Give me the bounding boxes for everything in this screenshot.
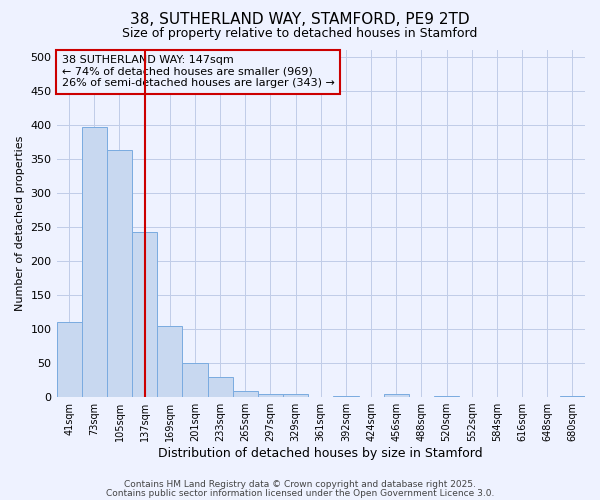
Y-axis label: Number of detached properties: Number of detached properties <box>15 136 25 311</box>
Bar <box>560 396 585 397</box>
Bar <box>258 394 283 397</box>
Bar <box>82 127 107 397</box>
Bar <box>182 363 208 397</box>
X-axis label: Distribution of detached houses by size in Stamford: Distribution of detached houses by size … <box>158 447 483 460</box>
Bar <box>208 376 233 397</box>
Text: Size of property relative to detached houses in Stamford: Size of property relative to detached ho… <box>122 28 478 40</box>
Bar <box>233 391 258 397</box>
Bar <box>334 396 359 397</box>
Bar <box>56 322 82 397</box>
Bar <box>132 232 157 397</box>
Bar <box>107 150 132 397</box>
Bar <box>434 396 459 397</box>
Text: Contains public sector information licensed under the Open Government Licence 3.: Contains public sector information licen… <box>106 489 494 498</box>
Text: Contains HM Land Registry data © Crown copyright and database right 2025.: Contains HM Land Registry data © Crown c… <box>124 480 476 489</box>
Text: 38 SUTHERLAND WAY: 147sqm
← 74% of detached houses are smaller (969)
26% of semi: 38 SUTHERLAND WAY: 147sqm ← 74% of detac… <box>62 55 335 88</box>
Bar <box>383 394 409 397</box>
Bar <box>283 394 308 397</box>
Bar <box>157 326 182 397</box>
Text: 38, SUTHERLAND WAY, STAMFORD, PE9 2TD: 38, SUTHERLAND WAY, STAMFORD, PE9 2TD <box>130 12 470 28</box>
